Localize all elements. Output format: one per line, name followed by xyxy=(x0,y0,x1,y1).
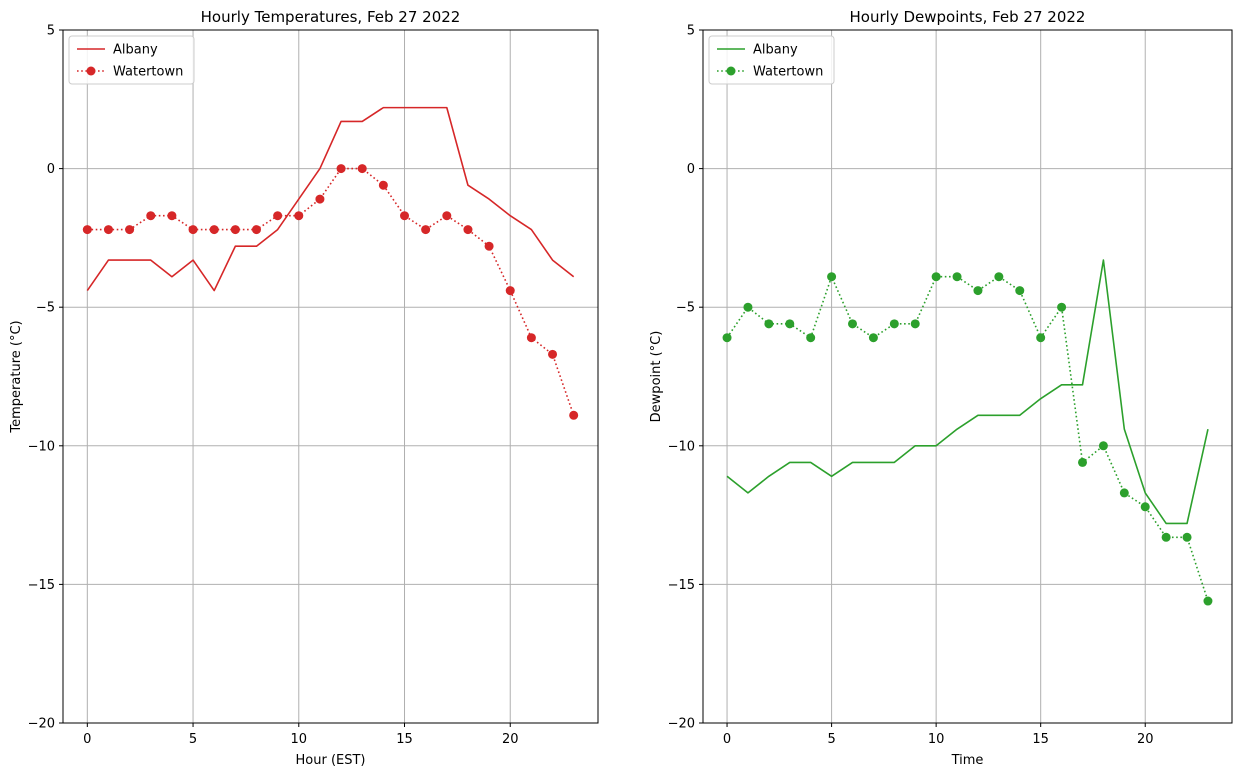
dewpoint-x-tick-label: 20 xyxy=(1137,732,1154,747)
temperature-point-watertown xyxy=(230,225,240,235)
dewpoint-x-tick-label: 5 xyxy=(827,732,835,747)
temperature-chart: 0 5 10 15 20 −20 −15 −10 −5 0 5 Hourly Temperatures… xyxy=(9,8,599,768)
temperature-x-tick-label: 10 xyxy=(291,732,308,747)
temperature-legend-marker-watertown xyxy=(86,66,96,76)
dewpoint-y-tick-label: 5 xyxy=(687,24,695,39)
temperature-y-tick-label: −15 xyxy=(28,578,55,593)
temperature-point-watertown xyxy=(209,225,219,235)
temperature-legend-label-watertown: Watertown xyxy=(113,65,183,80)
dewpoint-point-watertown xyxy=(743,302,753,312)
dewpoint-point-watertown xyxy=(1015,286,1025,296)
dewpoint-chart: 0 5 10 15 20 −20 −15 −10 −5 0 5 Hourly Dewpoints, F… xyxy=(649,8,1233,768)
dewpoint-legend-label-watertown: Watertown xyxy=(753,65,823,80)
dewpoint-x-tick-label: 15 xyxy=(1032,732,1049,747)
temperature-point-watertown xyxy=(526,333,536,343)
dewpoint-legend-label-albany: Albany xyxy=(753,43,798,58)
temperature-point-watertown xyxy=(505,286,515,296)
dewpoint-y-tick-label: −15 xyxy=(668,578,695,593)
dewpoint-point-watertown xyxy=(931,272,941,282)
dewpoint-point-watertown xyxy=(1182,532,1192,542)
dewpoint-y-tick-label: −5 xyxy=(676,301,695,316)
dewpoint-point-watertown xyxy=(827,272,837,282)
dewpoint-point-watertown xyxy=(973,286,983,296)
dewpoint-point-watertown xyxy=(1203,596,1213,606)
temperature-point-watertown xyxy=(251,225,261,235)
temperature-point-watertown xyxy=(273,211,283,221)
temperature-y-tick-label: −10 xyxy=(28,439,55,454)
dewpoint-y-axis-label: Dewpoint (°C) xyxy=(649,331,664,423)
temperature-point-watertown xyxy=(188,225,198,235)
temperature-x-axis-label: Hour (EST) xyxy=(296,753,366,768)
dewpoint-point-watertown xyxy=(1098,441,1108,451)
dewpoint-x-tick-label: 0 xyxy=(723,732,731,747)
temperature-legend: Albany Watertown xyxy=(68,35,195,85)
temperature-point-watertown xyxy=(82,225,92,235)
dewpoint-point-watertown xyxy=(848,319,857,329)
temperature-point-watertown xyxy=(569,410,579,420)
temperature-x-tick-label: 20 xyxy=(502,732,519,747)
dewpoint-point-watertown xyxy=(889,319,899,329)
dewpoint-point-watertown xyxy=(994,272,1004,282)
dewpoint-point-watertown xyxy=(722,333,732,343)
temperature-point-watertown xyxy=(400,211,410,221)
temperature-series-line-albany xyxy=(86,106,575,292)
dewpoint-legend-marker-watertown xyxy=(726,66,736,76)
dewpoint-point-watertown xyxy=(1057,302,1067,312)
dewpoint-point-watertown xyxy=(1140,502,1150,512)
temperature-point-watertown xyxy=(463,225,473,235)
temperature-point-watertown xyxy=(315,194,325,204)
temperature-point-watertown xyxy=(357,164,367,174)
temperature-point-watertown xyxy=(103,225,113,235)
temperature-x-tick-label: 0 xyxy=(83,732,91,747)
dewpoint-point-watertown xyxy=(1078,457,1087,467)
dewpoint-legend: Albany Watertown xyxy=(708,35,835,85)
temperature-point-watertown xyxy=(484,241,494,251)
dewpoint-point-watertown xyxy=(785,319,795,329)
dewpoint-point-watertown xyxy=(952,272,962,282)
dewpoint-y-tick-label: −10 xyxy=(668,439,695,454)
dewpoint-point-watertown xyxy=(764,319,774,329)
temperature-point-watertown xyxy=(336,164,346,174)
temperature-point-watertown xyxy=(294,211,304,221)
dewpoint-series-line-watertown xyxy=(726,275,1209,602)
dewpoint-axes-frame xyxy=(702,29,1233,724)
temperature-series-line-watertown xyxy=(87,167,575,416)
dewpoint-point-watertown xyxy=(1036,333,1046,343)
temperature-point-watertown xyxy=(167,211,177,221)
temperature-axes-frame xyxy=(62,29,599,724)
temperature-legend-label-albany: Albany xyxy=(113,43,158,58)
dewpoint-point-watertown xyxy=(910,319,920,329)
temperature-x-tick-label: 5 xyxy=(189,732,197,747)
temperature-y-tick-label: −5 xyxy=(36,301,55,316)
dewpoint-point-watertown xyxy=(1119,488,1129,498)
dewpoint-point-watertown xyxy=(1161,532,1171,542)
dewpoint-x-axis-label: Time xyxy=(951,753,984,768)
dewpoint-chart-title: Hourly Dewpoints, Feb 27 2022 xyxy=(850,8,1086,26)
temperature-y-tick-label: 0 xyxy=(47,162,55,177)
temperature-point-watertown xyxy=(125,225,135,235)
dewpoint-point-watertown xyxy=(868,333,878,343)
dewpoint-point-watertown xyxy=(806,333,816,343)
temperature-point-watertown xyxy=(378,180,388,190)
temperature-y-tick-label: −20 xyxy=(28,717,55,732)
temperature-x-tick-label: 15 xyxy=(396,732,413,747)
temperature-point-watertown xyxy=(421,225,431,235)
temperature-y-axis-label: Temperature (°C) xyxy=(9,320,24,433)
temperature-point-watertown xyxy=(548,349,558,359)
temperature-point-watertown xyxy=(442,211,452,221)
dewpoint-legend-box xyxy=(708,35,835,85)
dewpoint-series-line-albany xyxy=(726,259,1209,525)
dewpoint-y-tick-label: 0 xyxy=(687,162,695,177)
temperature-legend-box xyxy=(68,35,195,85)
temperature-point-watertown xyxy=(146,211,156,221)
temperature-y-tick-label: 5 xyxy=(47,24,55,39)
dewpoint-x-tick-label: 10 xyxy=(928,732,945,747)
dewpoint-y-tick-label: −20 xyxy=(668,717,695,732)
temperature-chart-title: Hourly Temperatures, Feb 27 2022 xyxy=(201,8,461,26)
